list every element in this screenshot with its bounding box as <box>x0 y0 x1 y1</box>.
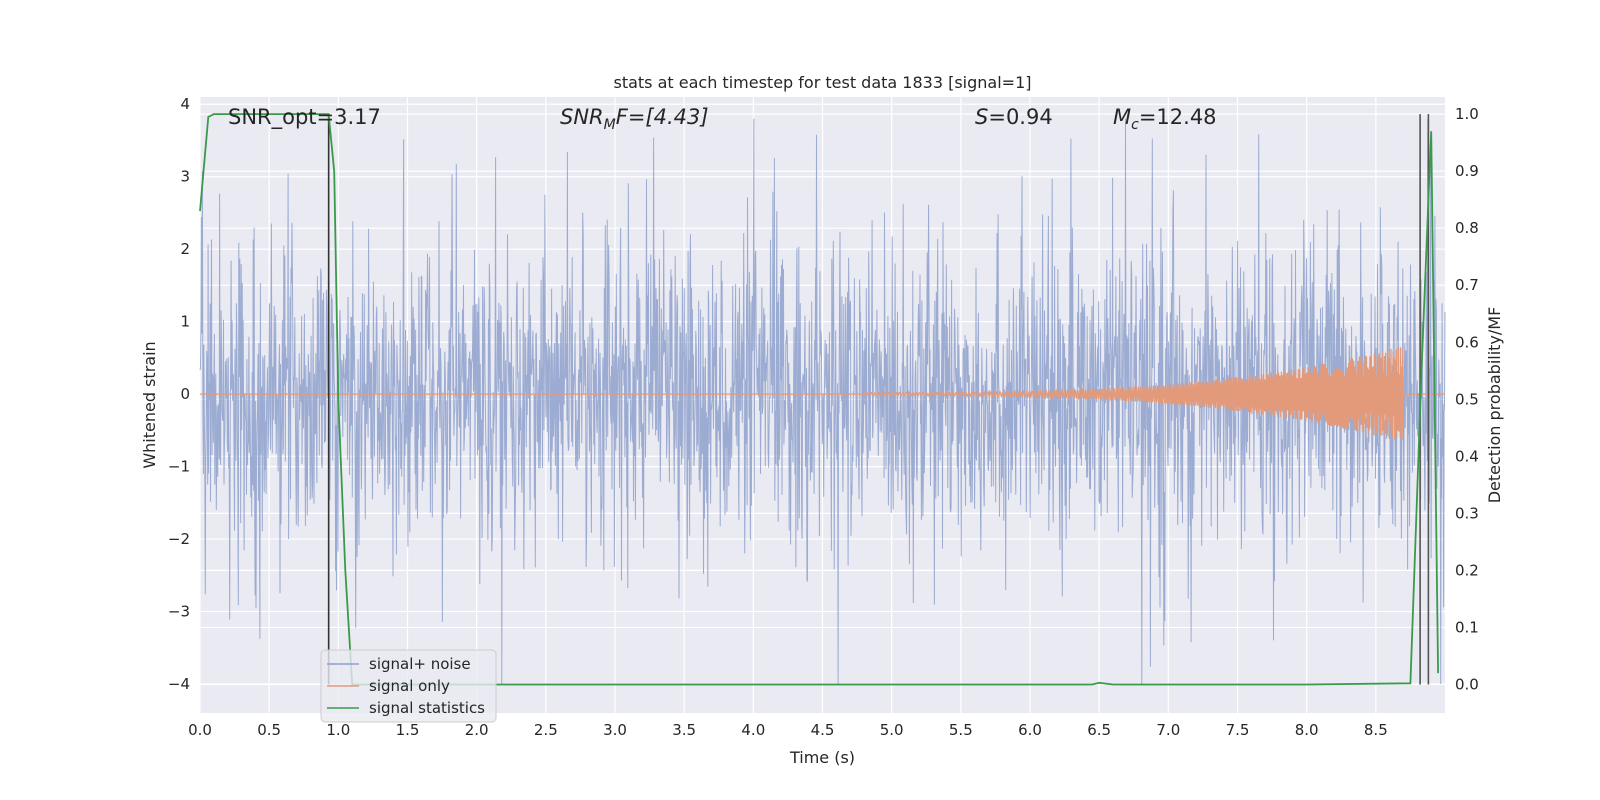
x-tick-label: 0.0 <box>188 721 212 739</box>
annotation-mc-prefix: M <box>1113 105 1131 129</box>
y-axis-left-label: Whitened strain <box>140 341 159 468</box>
legend: signal+ noise signal only signal statist… <box>320 649 497 723</box>
legend-box <box>320 649 497 723</box>
annotation-s-prefix: S <box>975 105 988 129</box>
annotation-snr-mf-sub: M <box>604 117 616 133</box>
x-tick-label: 3.5 <box>672 721 696 739</box>
y-left-tick-label: −4 <box>168 675 190 693</box>
y-right-tick-label: 0.2 <box>1455 561 1479 579</box>
annotation-snr-mf-suffix-wrap: F=[4.43] <box>616 105 709 129</box>
x-tick-label: 5.5 <box>949 721 973 739</box>
y-right-tick-label: 1.0 <box>1455 105 1479 123</box>
y-right-tick-label: 0.9 <box>1455 162 1479 180</box>
x-tick-label: 8.5 <box>1364 721 1388 739</box>
y-left-tick-label: −1 <box>168 458 190 476</box>
legend-label-signal-statistics: signal statistics <box>369 699 485 717</box>
y-right-tick-label: 0.7 <box>1455 276 1479 294</box>
annotation-snr-mf-suffix: F=[4.43] <box>616 105 709 129</box>
annotation-snr-mf-prefix: SNR <box>560 105 604 129</box>
x-tick-label: 1.0 <box>326 721 350 739</box>
x-tick-label: 0.5 <box>257 721 281 739</box>
x-tick-label: 8.0 <box>1295 721 1319 739</box>
x-axis-label: Time (s) <box>789 748 855 767</box>
chart-title: stats at each timestep for test data 183… <box>613 73 1031 92</box>
annotation-mc: Mc=12.48 <box>1113 105 1217 133</box>
y-left-tick-label: 3 <box>180 168 190 186</box>
x-tick-label: 6.0 <box>1018 721 1042 739</box>
legend-label-signal-only: signal only <box>369 677 450 695</box>
x-tick-label: 4.5 <box>811 721 835 739</box>
y-left-tick-label: 4 <box>180 95 190 113</box>
x-tick-label: 7.0 <box>1156 721 1180 739</box>
x-tick-label: 2.5 <box>534 721 558 739</box>
annotation-mc-sub: c <box>1131 117 1139 133</box>
y-right-tick-label: 0.6 <box>1455 333 1479 351</box>
x-tick-label: 5.0 <box>880 721 904 739</box>
series-signal-only <box>200 346 1445 441</box>
y-left-tick-label: 1 <box>180 313 190 331</box>
y-right-tick-label: 0.0 <box>1455 675 1479 693</box>
y-axis-right-ticks: 0.0 0.1 0.2 0.3 0.4 0.5 0.6 0.7 0.8 0.9 1.0 <box>1455 105 1479 693</box>
y-left-tick-label: 2 <box>180 240 190 258</box>
x-tick-label: 1.5 <box>396 721 420 739</box>
annotation-s-suffix: =0.94 <box>988 105 1052 129</box>
signal-plus-noise-line <box>199 118 1446 685</box>
y-right-tick-label: 0.3 <box>1455 504 1479 522</box>
y-right-tick-label: 0.8 <box>1455 219 1479 237</box>
x-tick-label: 4.0 <box>741 721 765 739</box>
x-axis-ticks: 0.0 0.5 1.0 1.5 2.0 2.5 3.0 3.5 4.0 4.5 5.0 5.5 6.0 6… <box>188 721 1388 739</box>
y-axis-left-ticks: −4 −3 −2 −1 0 1 2 3 4 <box>168 95 190 693</box>
signal-only-line <box>200 346 1445 441</box>
y-right-tick-label: 0.5 <box>1455 390 1479 408</box>
x-tick-label: 2.0 <box>465 721 489 739</box>
x-tick-label: 3.0 <box>603 721 627 739</box>
y-left-tick-label: −2 <box>168 530 190 548</box>
y-right-tick-label: 0.1 <box>1455 618 1479 636</box>
annotation-mc-suffix: =12.48 <box>1139 105 1217 129</box>
y-right-tick-label: 0.4 <box>1455 447 1479 465</box>
y-left-tick-label: 0 <box>180 385 190 403</box>
series-signal-plus-noise <box>199 118 1446 685</box>
annotation-snr-mf: SNRMF=[4.43] <box>560 105 709 133</box>
annotation-s: S=0.94 <box>975 105 1053 129</box>
legend-label-signal-plus-noise: signal+ noise <box>369 655 471 673</box>
x-tick-label: 7.5 <box>1226 721 1250 739</box>
y-axis-right-label: Detection probability/MF <box>1485 307 1504 504</box>
y-left-tick-label: −3 <box>168 603 190 621</box>
annotation-snr-opt: SNR_opt=3.17 <box>228 105 381 130</box>
x-tick-label: 6.5 <box>1087 721 1111 739</box>
